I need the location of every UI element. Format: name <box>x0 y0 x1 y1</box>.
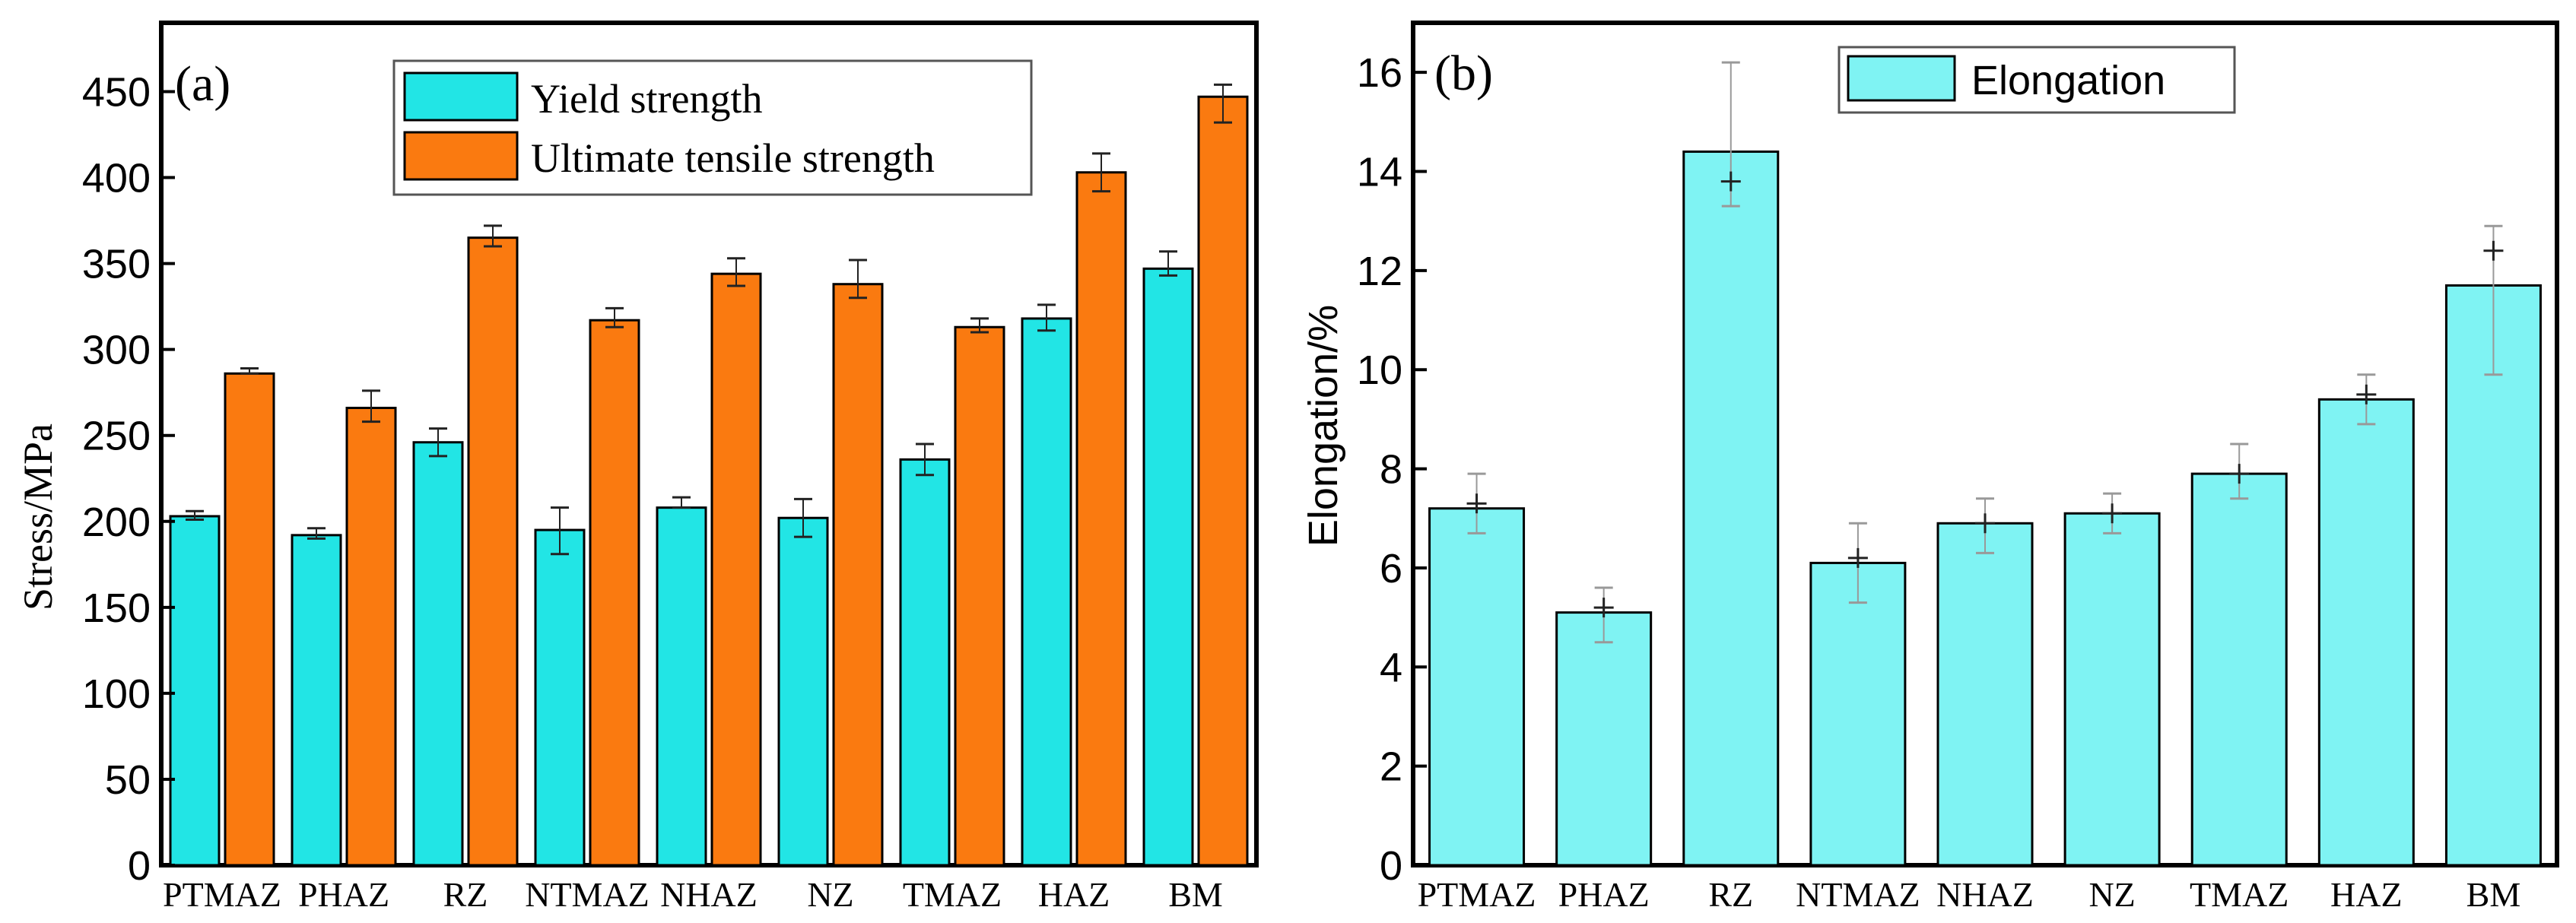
panel-b-label: (b) <box>1434 46 1493 101</box>
panel-b-x-axis: PTMAZ PHAZ RZ NTMAZ NHAZ NZ TMAZ HAZ BM <box>1418 875 2521 914</box>
bar-ultimate-tensile-strength-nz <box>832 283 884 867</box>
panel-b-legend: Elongation <box>1838 46 2236 114</box>
bar-elongation-phaz <box>1555 611 1653 867</box>
panel-b-x-tick-label-bm: BM <box>2466 875 2521 914</box>
panel-b-x-tick-label-tmaz: TMAZ <box>2190 875 2289 914</box>
bar-elongation-ptmaz <box>1428 507 1526 867</box>
bar-elongation-haz <box>2317 398 2415 867</box>
panel-b-x-tick-label-ntmaz: NTMAZ <box>1796 875 1920 914</box>
legend-swatch-yield-strength <box>403 71 519 122</box>
bar-ultimate-tensile-strength-ntmaz <box>589 319 640 867</box>
panel-a-x-tick-label-nhaz: NHAZ <box>660 875 758 914</box>
panel-b-y-tick-label: 0 <box>1380 843 1402 889</box>
panel-b-y-tick-label: 12 <box>1357 249 1402 294</box>
bar-ultimate-tensile-strength-haz <box>1075 171 1127 867</box>
panel-a-y-tick-label: 100 <box>82 671 151 717</box>
panel-b-y-tick-label: 6 <box>1380 546 1402 592</box>
panel-a-y-tick-label: 50 <box>105 757 151 803</box>
panel-b-y-tick-label: 2 <box>1380 744 1402 790</box>
bar-elongation-ntmaz <box>1809 561 1907 867</box>
panel-b-x-tick-label-nhaz: NHAZ <box>1936 875 2034 914</box>
legend-swatch-elongation <box>1847 55 1956 102</box>
panel-a-plot-frame <box>159 21 1259 867</box>
panel-b-bars <box>1428 150 2542 867</box>
panel-a-y-tick-label: 450 <box>82 69 151 115</box>
bar-yield-strength-nhaz <box>656 506 707 867</box>
panel-a-y-tick-label: 400 <box>82 156 151 201</box>
panel-a-x-axis: PTMAZ PHAZ RZ NTMAZ NHAZ NZ TMAZ HAZ BM <box>163 875 1223 914</box>
bar-ultimate-tensile-strength-ptmaz <box>224 372 275 867</box>
panel-b-y-axis: 0 2 4 6 8 10 12 14 16 <box>1357 50 1427 889</box>
panel-b-y-tick-label: 16 <box>1357 50 1402 96</box>
bar-yield-strength-bm <box>1142 267 1194 867</box>
bar-elongation-rz <box>1682 150 1780 867</box>
panel-a-x-tick-label-ptmaz: PTMAZ <box>163 875 281 914</box>
panel-a-y-tick-label: 0 <box>128 843 151 889</box>
panel-a-y-tick-label: 200 <box>82 500 151 545</box>
legend-label-elongation: Elongation <box>1971 58 2165 103</box>
bar-yield-strength-haz <box>1021 317 1072 867</box>
panel-a-y-axis-title: Stress/MPa <box>15 423 61 611</box>
panel-b-y-tick-label: 10 <box>1357 347 1402 393</box>
bar-yield-strength-phaz <box>291 534 342 867</box>
panel-a-x-tick-label-rz: RZ <box>443 875 488 914</box>
bar-ultimate-tensile-strength-bm <box>1197 95 1249 867</box>
bar-elongation-bm <box>2444 284 2542 867</box>
panel-b-y-tick-label: 4 <box>1380 645 1402 690</box>
panel-b-x-tick-label-ptmaz: PTMAZ <box>1418 875 1536 914</box>
legend-label-ultimate-tensile-strength: Ultimate tensile strength <box>531 135 935 181</box>
bar-elongation-tmaz <box>2190 472 2288 867</box>
panel-b-y-tick-label: 14 <box>1357 150 1402 195</box>
bar-ultimate-tensile-strength-tmaz <box>954 325 1005 867</box>
bar-yield-strength-nz <box>777 516 829 867</box>
panel-a-y-tick-label: 300 <box>82 328 151 373</box>
legend-swatch-ultimate-tensile-strength <box>403 131 519 181</box>
panel-a-y-tick-label: 250 <box>82 414 151 459</box>
panel-a-error-bars <box>186 83 1232 556</box>
bar-yield-strength-tmaz <box>899 458 951 867</box>
panel-a-x-tick-label-nz: NZ <box>807 875 853 914</box>
panel-b-y-axis-title: Elongation/% <box>1301 305 1346 547</box>
bar-elongation-nz <box>2063 512 2161 867</box>
panel-a-x-tick-label-haz: HAZ <box>1038 875 1110 914</box>
panel-a-stress-chart: 0 50 100 150 200 250 300 350 400 450 PTMAZ PHAZ RZ N… <box>15 21 1259 914</box>
panel-a-legend: Yield strength Ultimate tensile strength <box>392 59 1033 196</box>
bar-yield-strength-ntmaz <box>534 528 586 867</box>
bar-ultimate-tensile-strength-rz <box>467 236 519 867</box>
panel-b-x-tick-label-phaz: PHAZ <box>1558 875 1650 914</box>
panel-a-y-axis: 0 50 100 150 200 250 300 350 400 450 <box>82 69 175 889</box>
bar-ultimate-tensile-strength-phaz <box>345 407 397 867</box>
bar-yield-strength-ptmaz <box>169 515 221 867</box>
panel-b-elongation-chart: 0 2 4 6 8 10 12 14 16 PTMAZ PHAZ RZ NTMAZ NHAZ NZ TMAZ… <box>1301 21 2559 914</box>
panel-b-x-tick-label-rz: RZ <box>1708 875 1753 914</box>
bar-elongation-nhaz <box>1936 522 2034 867</box>
bar-ultimate-tensile-strength-nhaz <box>710 272 762 867</box>
panel-b-y-tick-label: 8 <box>1380 447 1402 493</box>
panel-b-x-tick-label-nz: NZ <box>2088 875 2135 914</box>
panel-b-error-bars <box>1466 61 2504 644</box>
panel-a-bars <box>169 95 1249 867</box>
panel-a-y-tick-label: 150 <box>82 585 151 631</box>
panel-a-x-tick-label-phaz: PHAZ <box>298 875 389 914</box>
panel-b-x-tick-label-haz: HAZ <box>2330 875 2403 914</box>
panel-a-x-tick-label-tmaz: TMAZ <box>903 875 1002 914</box>
panel-a-y-tick-label: 350 <box>82 242 151 287</box>
panel-a-x-tick-label-bm: BM <box>1168 875 1223 914</box>
panel-a-x-tick-label-ntmaz: NTMAZ <box>525 875 650 914</box>
panel-a-label: (a) <box>175 56 230 112</box>
legend-label-yield-strength: Yield strength <box>531 76 762 122</box>
bar-yield-strength-rz <box>412 441 464 867</box>
